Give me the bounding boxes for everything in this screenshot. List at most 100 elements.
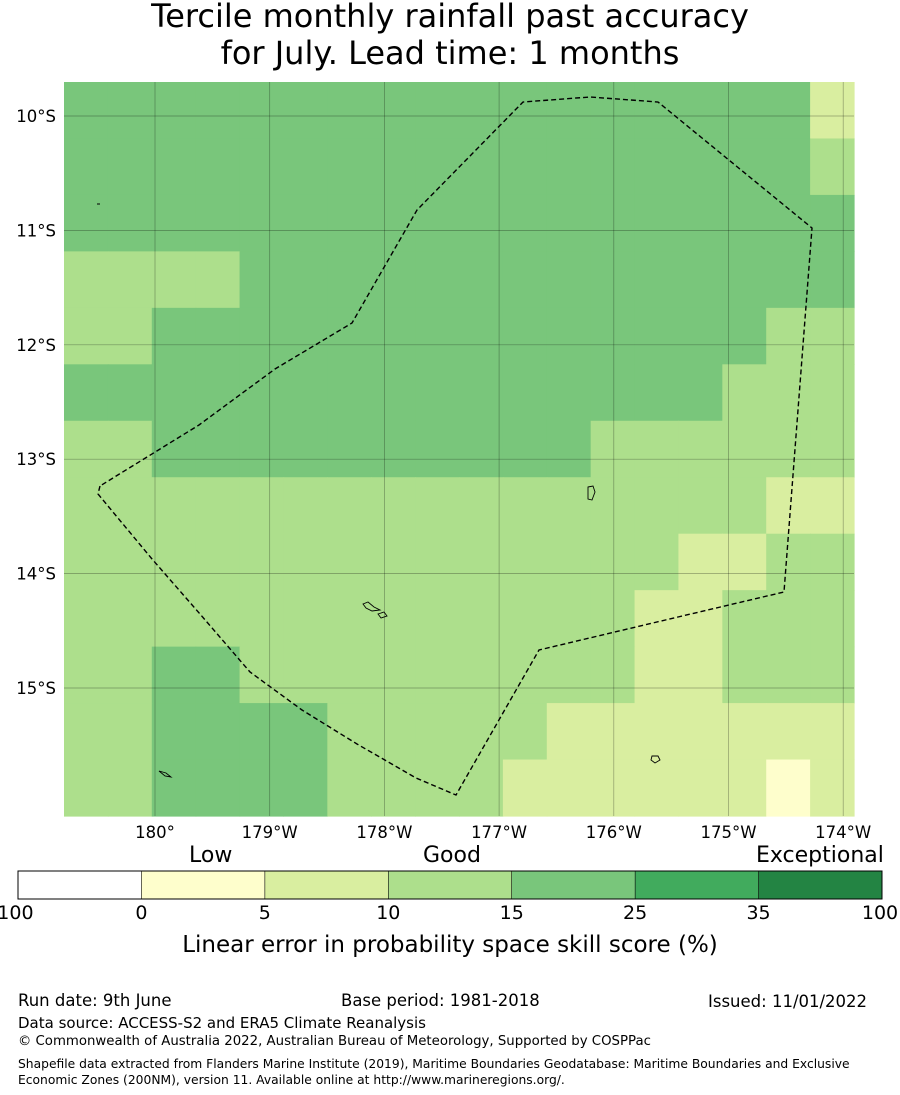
skill-cell: [459, 590, 504, 648]
title-line-2: for July. Lead time: 1 months: [220, 34, 680, 72]
skill-cell: [590, 477, 636, 535]
skill-cell: [371, 533, 416, 591]
islands: [97, 203, 661, 778]
data-source: Data source: ACCESS-S2 and ERA5 Climate …: [18, 1014, 426, 1032]
skill-cell: [239, 364, 285, 422]
skill-cell: [239, 251, 285, 309]
skill-cell: [107, 646, 153, 704]
skill-cell: [371, 759, 416, 817]
skill-cell: [327, 420, 372, 478]
skill-cell: [766, 759, 811, 817]
skill-cell: [239, 82, 285, 140]
skill-cell: [766, 251, 811, 309]
eez-boundary: [97, 96, 813, 796]
skill-cell: [459, 82, 504, 140]
skill-cell: [283, 194, 328, 252]
skill-cell: [107, 420, 153, 478]
skill-cell: [415, 590, 460, 648]
skill-cell: [107, 251, 153, 309]
skill-cell: [64, 138, 109, 196]
skill-cell: [722, 420, 767, 478]
colorbar-title: Linear error in probability space skill …: [182, 932, 718, 958]
skill-cell: [415, 759, 460, 817]
skill-cell: [678, 307, 723, 365]
skill-cell: [546, 251, 592, 309]
skill-cell: [634, 194, 680, 252]
skill-cell: [678, 251, 723, 309]
skill-cell: [195, 251, 241, 309]
skill-cell: [722, 477, 767, 535]
skill-cell: [415, 477, 460, 535]
skill-cell: [283, 590, 328, 648]
skill-cell: [415, 703, 460, 761]
skill-cell: [810, 251, 855, 309]
skill-cell: [415, 533, 460, 591]
skill-cell: [546, 477, 592, 535]
skill-cell: [634, 759, 680, 817]
skill-cell: [590, 194, 636, 252]
island-upolu: [362, 601, 382, 612]
skill-cell: [195, 307, 241, 365]
skill-cell: [502, 138, 548, 196]
lat-tick-label: 12°S: [16, 336, 56, 355]
skill-cell: [766, 590, 811, 648]
skill-cell: [546, 759, 592, 817]
skill-cell: [590, 759, 636, 817]
skill-cell: [722, 82, 767, 140]
skill-cell: [64, 533, 109, 591]
skill-cell: [195, 533, 241, 591]
skill-cell: [590, 646, 636, 704]
lon-tick-label: 176°W: [586, 823, 642, 842]
skill-cell: [810, 533, 855, 591]
skill-cell: [502, 533, 548, 591]
skill-cell: [107, 590, 153, 648]
skill-cell: [810, 759, 855, 817]
skill-cell: [371, 646, 416, 704]
skill-cell: [415, 307, 460, 365]
skill-cell: [64, 420, 109, 478]
colorbar-bin: [388, 871, 512, 899]
skill-cell: [151, 138, 197, 196]
skill-cell: [283, 477, 328, 535]
skill-cell: [415, 138, 460, 196]
skill-cell: [766, 307, 811, 365]
lon-tick-label: 178°W: [356, 823, 412, 842]
skill-cell: [107, 194, 153, 252]
skill-cell: [371, 138, 416, 196]
skill-cell: [107, 533, 153, 591]
skill-cell: [634, 138, 680, 196]
issued-date: Issued: 11/01/2022: [708, 992, 868, 1011]
colorbar-tick-label: 100: [861, 902, 899, 924]
lon-tick-label: 177°W: [471, 823, 527, 842]
skill-cell: [810, 307, 855, 365]
skill-cell: [239, 420, 285, 478]
skill-cell: [371, 477, 416, 535]
skill-cell: [502, 759, 548, 817]
skill-cell: [195, 590, 241, 648]
skill-cell: [239, 759, 285, 817]
skill-cell: [415, 364, 460, 422]
colorbar-tick-label: 35: [746, 902, 771, 924]
skill-cell: [634, 420, 680, 478]
skill-cell: [371, 307, 416, 365]
skill-cell: [239, 703, 285, 761]
lat-tick-label: 14°S: [16, 565, 56, 584]
skill-cell: [415, 82, 460, 140]
skill-cell: [371, 364, 416, 422]
skill-cell: [766, 477, 811, 535]
skill-cell: [64, 82, 109, 140]
skill-cell: [327, 590, 372, 648]
skill-cell: [327, 364, 372, 422]
skill-cell: [283, 759, 328, 817]
skill-cell: [459, 194, 504, 252]
skill-cell: [766, 138, 811, 196]
lat-tick-label: 11°S: [16, 221, 56, 240]
colorbar-tick-label: 5: [258, 902, 271, 924]
skill-cell: [766, 533, 811, 591]
skill-cell: [107, 138, 153, 196]
colorbar-bin: [264, 871, 389, 899]
skill-cell: [459, 477, 504, 535]
skill-cell: [327, 82, 372, 140]
lon-tick-label: 179°W: [242, 823, 298, 842]
skill-cell: [634, 307, 680, 365]
